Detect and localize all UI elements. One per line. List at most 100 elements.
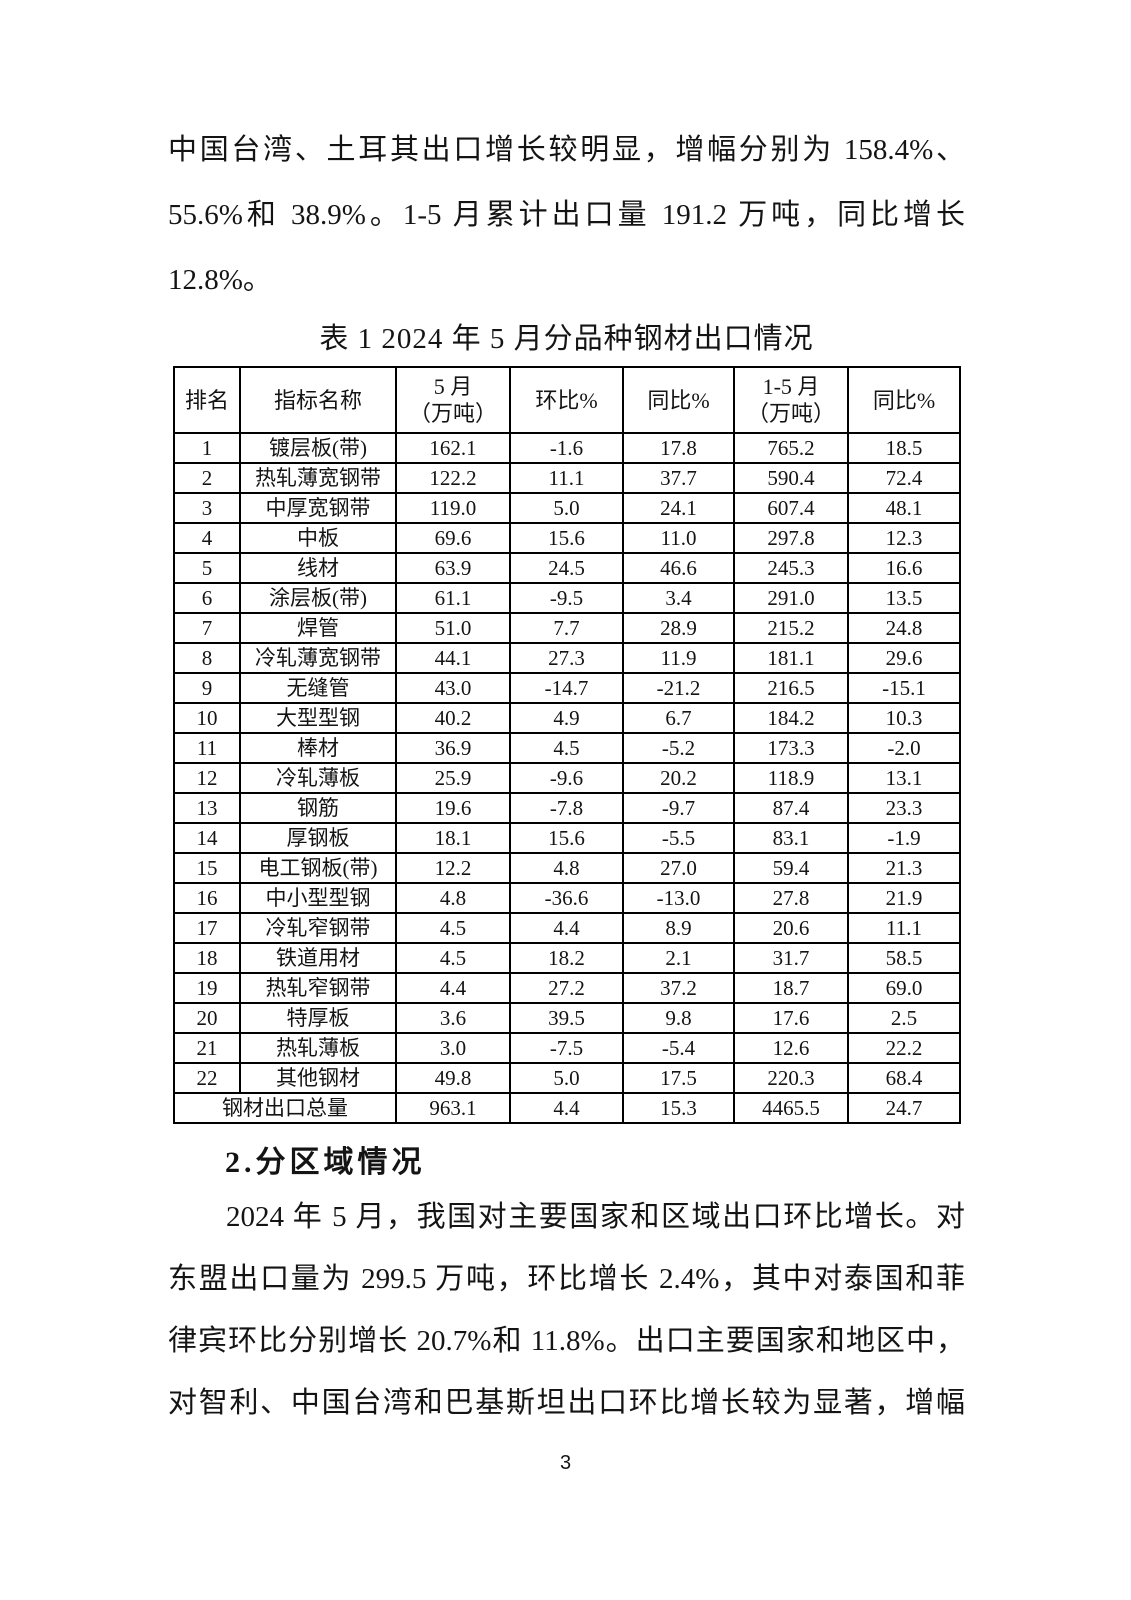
cell-cum: 590.4: [733, 462, 849, 494]
cell-may: 18.1: [395, 822, 511, 854]
cell-cum_yoy: 72.4: [847, 462, 961, 494]
paragraph-line: 12.8%。: [168, 264, 272, 296]
cell-rank: 3: [173, 492, 241, 524]
cell-rank: 12: [173, 762, 241, 794]
total-may: 963.1: [395, 1092, 511, 1124]
paragraph-line: 55.6%和 38.9%。1-5 月累计出口量 191.2 万吨，同比增长: [168, 199, 965, 231]
cell-rank: 14: [173, 822, 241, 854]
total-cum: 4465.5: [733, 1092, 849, 1124]
cell-may: 119.0: [395, 492, 511, 524]
section-2-heading: 2.分区域情况: [225, 1146, 426, 1179]
cell-yoy: -9.7: [622, 792, 735, 824]
cell-mom: 39.5: [509, 1002, 624, 1034]
cell-cum: 27.8: [733, 882, 849, 914]
table-row: 18 铁道用材 4.5 18.2 2.1 31.7 58.5: [173, 942, 961, 974]
cell-cum_yoy: 12.3: [847, 522, 961, 554]
cell-yoy: 2.1: [622, 942, 735, 974]
cell-rank: 1: [173, 432, 241, 464]
cell-cum_yoy: -1.9: [847, 822, 961, 854]
table-row: 17 冷轧窄钢带 4.5 4.4 8.9 20.6 11.1: [173, 912, 961, 944]
cell-rank: 19: [173, 972, 241, 1004]
cell-rank: 13: [173, 792, 241, 824]
cell-yoy: 8.9: [622, 912, 735, 944]
cell-name: 线材: [239, 552, 397, 584]
cell-yoy: 37.2: [622, 972, 735, 1004]
cell-yoy: -5.2: [622, 732, 735, 764]
table-row: 10 大型型钢 40.2 4.9 6.7 184.2 10.3: [173, 702, 961, 734]
cell-cum_yoy: -2.0: [847, 732, 961, 764]
cell-rank: 21: [173, 1032, 241, 1064]
cell-cum_yoy: -15.1: [847, 672, 961, 704]
cell-yoy: 27.0: [622, 852, 735, 884]
cell-cum_yoy: 58.5: [847, 942, 961, 974]
cell-yoy: -5.5: [622, 822, 735, 854]
cell-cum_yoy: 16.6: [847, 552, 961, 584]
table-row: 7 焊管 51.0 7.7 28.9 215.2 24.8: [173, 612, 961, 644]
cell-may: 40.2: [395, 702, 511, 734]
table-row: 2 热轧薄宽钢带 122.2 11.1 37.7 590.4 72.4: [173, 462, 961, 494]
cell-mom: 4.4: [509, 912, 624, 944]
table-row: 8 冷轧薄宽钢带 44.1 27.3 11.9 181.1 29.6: [173, 642, 961, 674]
cell-name: 铁道用材: [239, 942, 397, 974]
cell-rank: 22: [173, 1062, 241, 1094]
cell-rank: 10: [173, 702, 241, 734]
cell-may: 4.5: [395, 912, 511, 944]
header-rank: 排名: [173, 366, 241, 434]
cell-cum: 87.4: [733, 792, 849, 824]
cell-cum: 83.1: [733, 822, 849, 854]
cell-name: 大型型钢: [239, 702, 397, 734]
cell-cum: 17.6: [733, 1002, 849, 1034]
cell-cum_yoy: 2.5: [847, 1002, 961, 1034]
cell-yoy: 17.5: [622, 1062, 735, 1094]
cell-mom: -1.6: [509, 432, 624, 464]
header-may-volume: 5 月 （万吨）: [395, 366, 511, 434]
section-2-paragraph: 2024 年 5 月，我国对主要国家和区域出口环比增长。对 东盟出口量为 299…: [168, 1186, 965, 1434]
cell-mom: 18.2: [509, 942, 624, 974]
header-yoy-pct: 同比%: [622, 366, 735, 434]
cell-cum_yoy: 24.8: [847, 612, 961, 644]
cell-mom: 27.2: [509, 972, 624, 1004]
cell-cum: 215.2: [733, 612, 849, 644]
page-content: 中国台湾、土耳其出口增长较明显，增幅分别为 158.4%、 55.6%和 38.…: [168, 118, 965, 1434]
intro-paragraph: 中国台湾、土耳其出口增长较明显，增幅分别为 158.4%、 55.6%和 38.…: [168, 118, 965, 313]
cell-cum: 173.3: [733, 732, 849, 764]
cell-cum_yoy: 69.0: [847, 972, 961, 1004]
cell-cum_yoy: 21.3: [847, 852, 961, 884]
cell-cum_yoy: 10.3: [847, 702, 961, 734]
cell-may: 3.0: [395, 1032, 511, 1064]
cell-yoy: 28.9: [622, 612, 735, 644]
table-body: 1 镀层板(带) 162.1 -1.6 17.8 765.2 18.5 2 热轧薄宽钢带 122.…: [173, 432, 961, 1094]
cell-name: 热轧薄板: [239, 1032, 397, 1064]
cell-mom: 4.8: [509, 852, 624, 884]
cell-may: 51.0: [395, 612, 511, 644]
cell-name: 电工钢板(带): [239, 852, 397, 884]
table-row: 20 特厚板 3.6 39.5 9.8 17.6 2.5: [173, 1002, 961, 1034]
cell-may: 61.1: [395, 582, 511, 614]
cell-cum: 12.6: [733, 1032, 849, 1064]
cell-mom: -9.5: [509, 582, 624, 614]
cell-mom: -7.8: [509, 792, 624, 824]
cell-name: 厚钢板: [239, 822, 397, 854]
cell-cum_yoy: 22.2: [847, 1032, 961, 1064]
table-row: 3 中厚宽钢带 119.0 5.0 24.1 607.4 48.1: [173, 492, 961, 524]
cell-rank: 18: [173, 942, 241, 974]
cell-cum: 18.7: [733, 972, 849, 1004]
paragraph-line: 2024 年 5 月，我国对主要国家和区域出口环比增长。对: [226, 1201, 965, 1233]
cell-name: 无缝管: [239, 672, 397, 704]
cell-name: 涂层板(带): [239, 582, 397, 614]
table-row: 22 其他钢材 49.8 5.0 17.5 220.3 68.4: [173, 1062, 961, 1094]
table-row: 19 热轧窄钢带 4.4 27.2 37.2 18.7 69.0: [173, 972, 961, 1004]
cell-yoy: 11.0: [622, 522, 735, 554]
cell-name: 焊管: [239, 612, 397, 644]
cell-yoy: 11.9: [622, 642, 735, 674]
cell-cum: 181.1: [733, 642, 849, 674]
cell-rank: 15: [173, 852, 241, 884]
table-row: 14 厚钢板 18.1 15.6 -5.5 83.1 -1.9: [173, 822, 961, 854]
cell-yoy: 46.6: [622, 552, 735, 584]
cell-mom: -9.6: [509, 762, 624, 794]
total-label: 钢材出口总量: [173, 1092, 397, 1124]
cell-cum_yoy: 29.6: [847, 642, 961, 674]
cell-cum_yoy: 11.1: [847, 912, 961, 944]
cell-mom: -14.7: [509, 672, 624, 704]
cell-yoy: -13.0: [622, 882, 735, 914]
